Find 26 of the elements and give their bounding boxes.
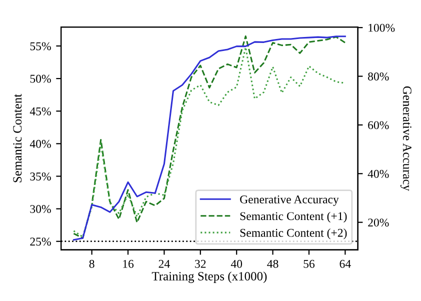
y-tick-label: 30%: [30, 205, 51, 214]
y2-tick-label: 40%: [368, 170, 389, 178]
legend-label: Semantic Content (+2): [240, 228, 347, 240]
x-tick-label: 8: [89, 260, 94, 268]
x-tick-label: 32: [195, 260, 206, 268]
y2-tick-label: 60%: [368, 121, 389, 130]
x-tick-label: 40: [230, 260, 242, 268]
x-tick-label: 24: [158, 260, 170, 268]
y-tick-label: 55%: [30, 42, 51, 50]
x-tick-label: 56: [304, 260, 315, 268]
y2-tick-label: 20%: [368, 218, 389, 227]
y-tick-label: 25%: [30, 238, 51, 246]
y-tick-label: 45%: [30, 107, 51, 116]
x-tick-label: 48: [267, 260, 278, 268]
y-axis-title: Semantic Content: [13, 94, 22, 182]
legend-label: Generative Accuracy: [240, 195, 339, 206]
y-tick-label: 35%: [30, 172, 51, 180]
y-tick-label: 40%: [30, 140, 51, 148]
y2-tick-label: 100%: [368, 24, 395, 32]
y2-axis-title: Generative Accuracy: [400, 86, 412, 191]
legend-label: Semantic Content (+1): [240, 212, 347, 223]
x-tick-label: 64: [340, 260, 351, 268]
x-axis-title: Training Steps (x1000): [152, 272, 267, 284]
y-tick-label: 50%: [30, 74, 51, 83]
x-tick-label: 16: [123, 260, 134, 268]
y2-tick-label: 80%: [368, 72, 389, 81]
